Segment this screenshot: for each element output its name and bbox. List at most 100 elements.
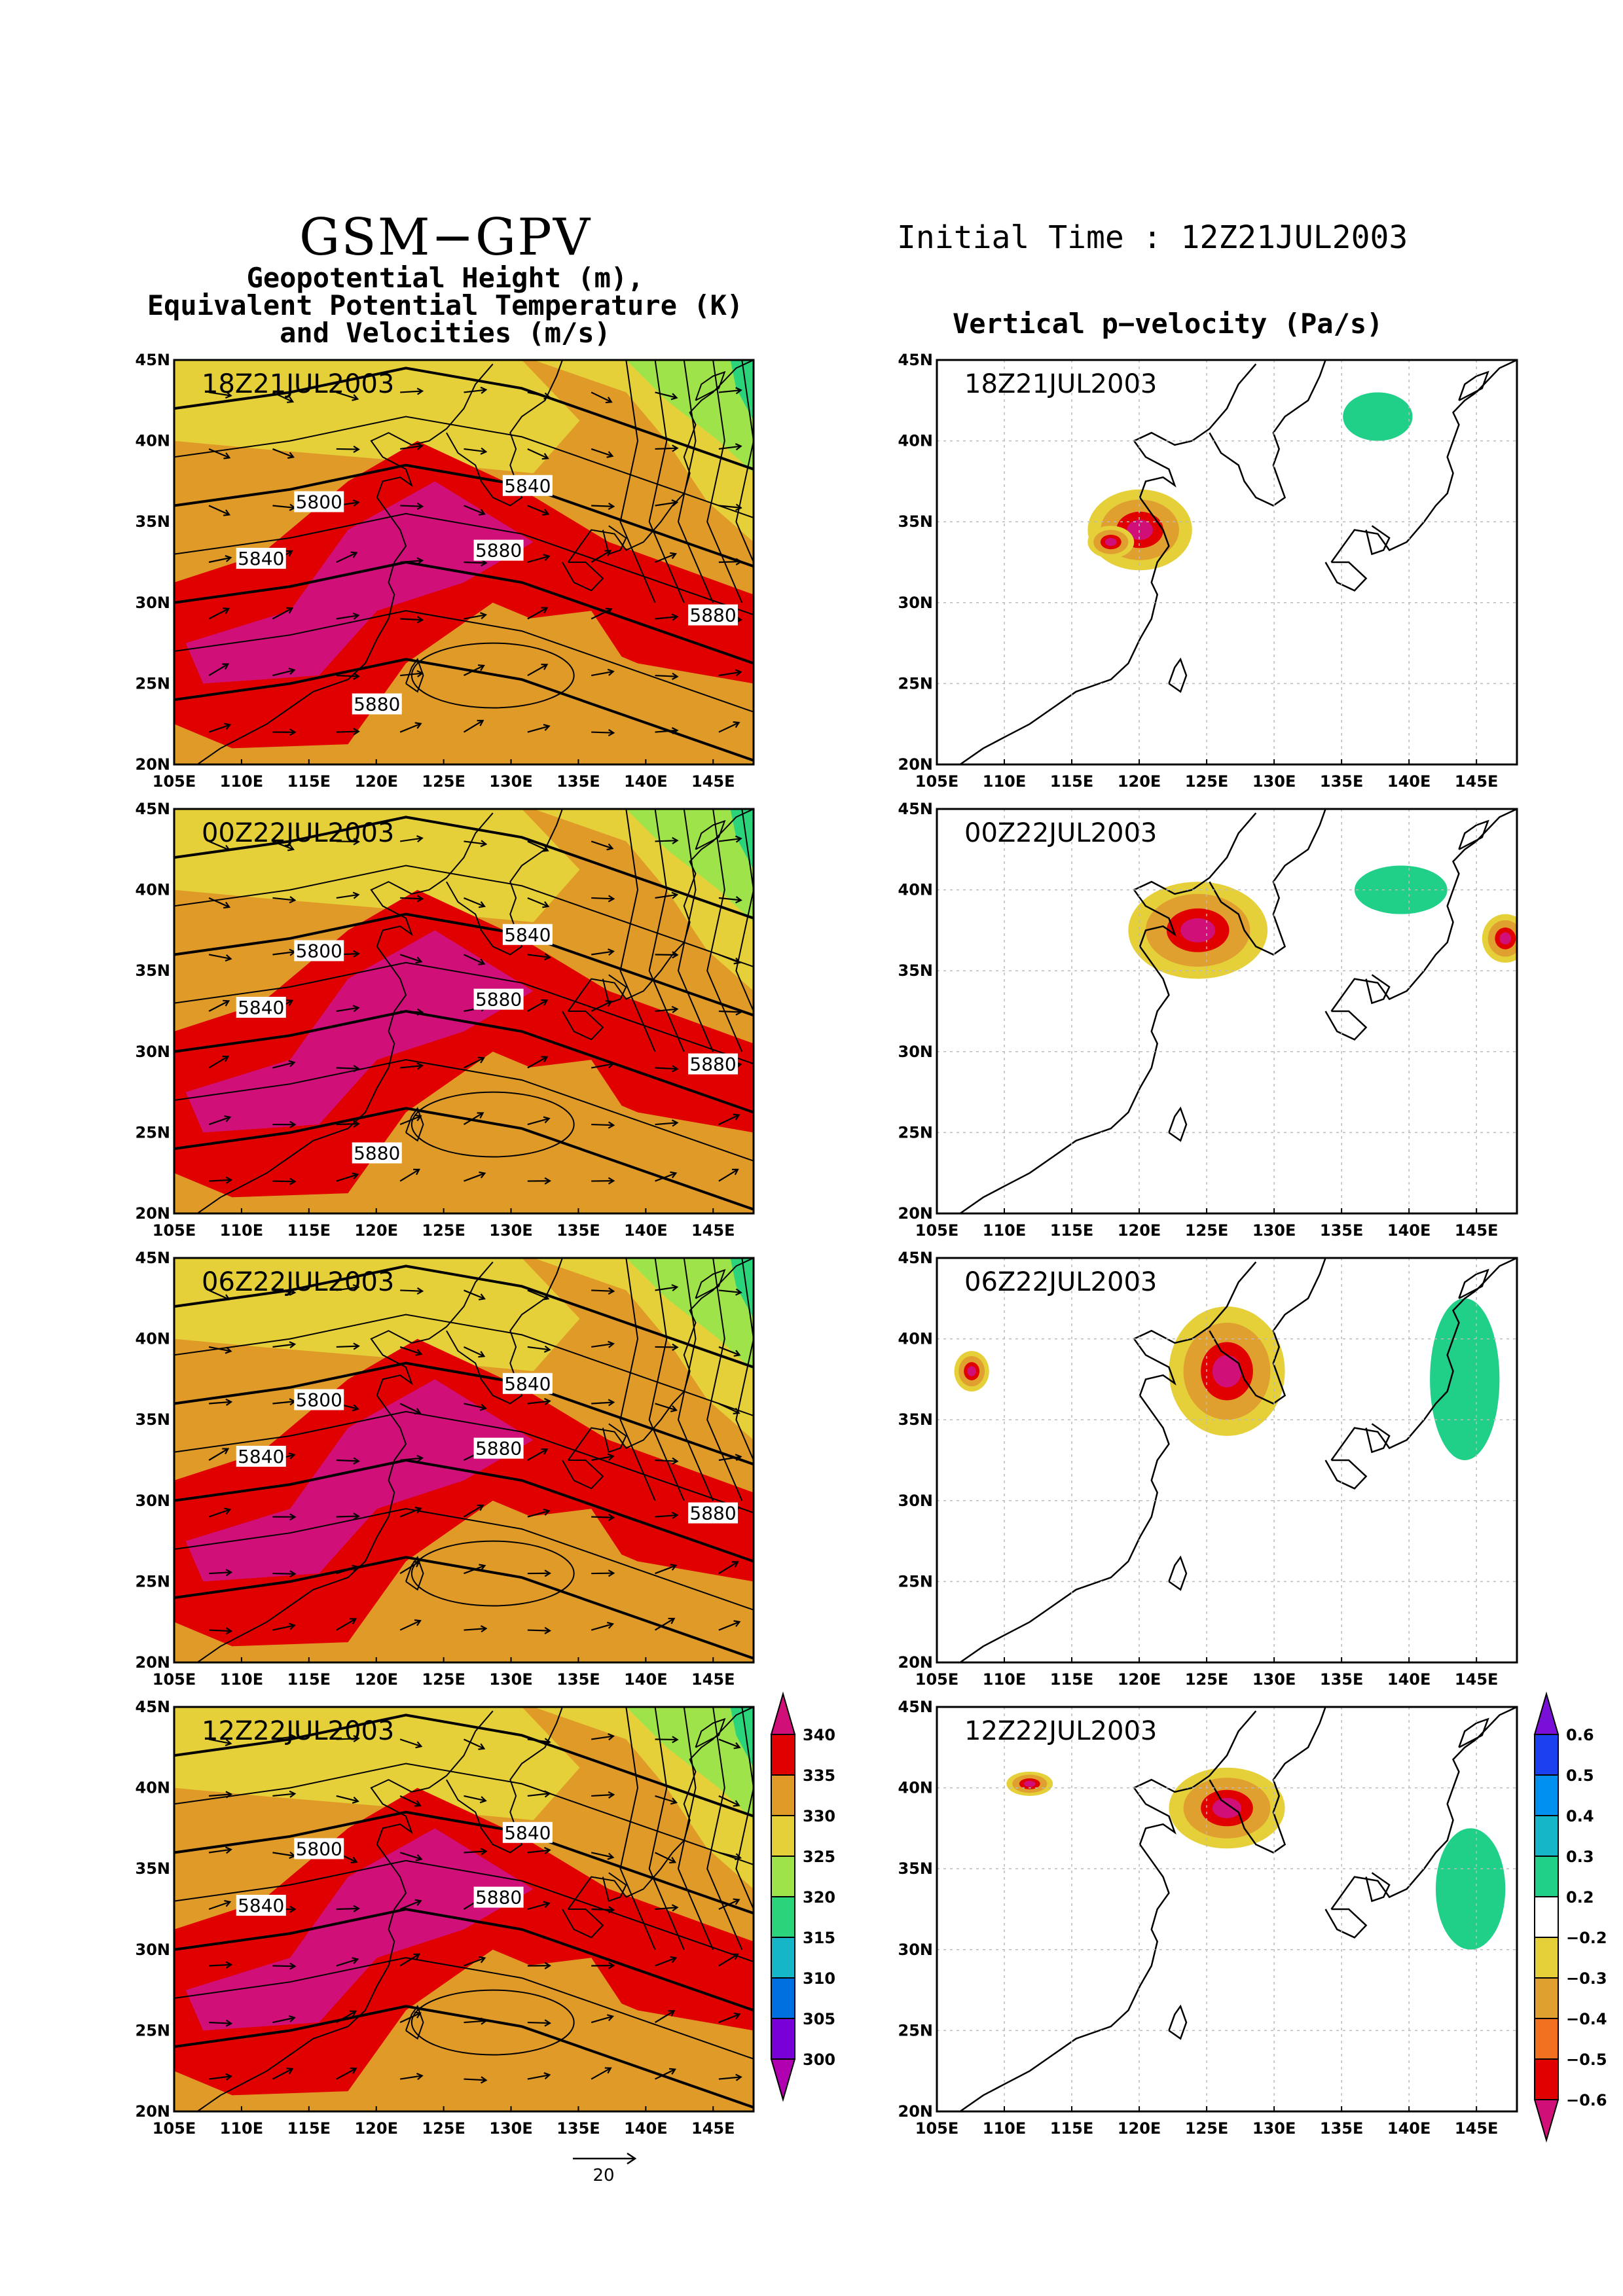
svg-text:5880: 5880	[689, 1503, 736, 1524]
wind-arrow	[527, 1346, 550, 1351]
wind-arrow	[463, 1504, 484, 1518]
wind-arrow	[209, 1179, 232, 1182]
wind-arrow	[655, 1008, 678, 1013]
wind-arrowhead	[223, 844, 231, 852]
coastline	[602, 1423, 627, 1453]
wind-arrow	[399, 1168, 420, 1182]
lon-tick-label: 125E	[422, 1221, 465, 1240]
colorbar-label: −0.5	[1566, 2051, 1607, 2069]
wind-arrow	[464, 1346, 484, 1357]
lat-tick-label: 25N	[898, 1572, 933, 1590]
colorbar-label: −0.4	[1566, 2010, 1607, 2028]
lon-tick-label: 140E	[1387, 772, 1431, 791]
wind-arrow	[272, 505, 295, 509]
coastline	[1324, 1908, 1368, 1939]
wind-arrowhead	[671, 1511, 679, 1519]
coastline	[695, 1717, 726, 1748]
wind-arrow	[591, 1908, 614, 1911]
lat-tick-label: 40N	[898, 1779, 933, 1797]
lat-tick-label: 30N	[898, 1492, 933, 1510]
wind-arrow	[336, 1286, 359, 1291]
wind-arrowhead	[543, 1345, 551, 1353]
wind-arrow	[208, 1901, 230, 1910]
coastline	[567, 809, 754, 1012]
wind-arrow	[464, 840, 486, 845]
wind-arrow	[591, 1342, 614, 1348]
lat-tick-label: 25N	[136, 674, 170, 692]
plot-background	[937, 1707, 1517, 2111]
lat-tick-label: 45N	[898, 351, 933, 369]
wind-arrowhead	[225, 954, 232, 962]
wind-arrowhead	[416, 1454, 424, 1462]
wind-arrow	[400, 560, 423, 564]
coastline	[1365, 1423, 1391, 1454]
wind-arrowhead	[480, 447, 488, 455]
coastline	[695, 819, 726, 850]
lat-tick-label: 35N	[136, 1859, 170, 1878]
wind-arrowhead	[480, 2017, 488, 2025]
wind-arrow	[464, 1403, 486, 1409]
wind-arrowhead	[605, 397, 613, 404]
wind-arrowhead	[416, 835, 424, 843]
wind-arrow	[527, 1510, 549, 1518]
lon-tick-label: 125E	[1185, 1221, 1229, 1240]
wind-arrow	[655, 1738, 678, 1741]
wind-arrowhead	[414, 1114, 422, 1122]
height-contour	[174, 1458, 754, 1563]
height-label: 5880	[688, 1502, 739, 1524]
coastline	[562, 1909, 604, 1939]
wind-arrowhead	[414, 1408, 422, 1415]
wind-arrow	[336, 2068, 357, 2080]
wind-arrowhead	[413, 1168, 420, 1175]
lat-tick-label: 25N	[898, 674, 933, 692]
wind-arrowhead	[607, 1061, 615, 1069]
wind-arrowhead	[544, 2019, 551, 2027]
lat-tick-label: 30N	[898, 1941, 933, 1959]
vector-scale-label: 20	[593, 2166, 614, 2185]
wind-arrowhead	[478, 509, 486, 516]
wind-arrow	[272, 1180, 295, 1183]
wind-arrow	[655, 1852, 676, 1863]
coastline	[695, 1268, 726, 1299]
lat-tick-label: 35N	[898, 961, 933, 980]
wind-arrowhead	[608, 1733, 615, 1741]
colorbar-segment	[1534, 1977, 1559, 2019]
wind-arrowhead	[222, 1448, 230, 1455]
wind-arrow	[718, 1456, 741, 1462]
height-label: 5880	[352, 693, 402, 715]
height-contour	[174, 2005, 754, 2109]
wind-arrow	[527, 2074, 550, 2080]
lon-tick-label: 125E	[1185, 1670, 1229, 1689]
wind-arrowhead	[541, 453, 549, 460]
wind-arrowhead	[480, 612, 488, 620]
wind-arrowhead	[479, 1956, 486, 1964]
wind-arrowhead	[477, 1056, 485, 1064]
lat-tick-label: 20N	[898, 1653, 933, 1672]
svg-text:5840: 5840	[238, 548, 284, 569]
lat-tick-label: 20N	[136, 2102, 170, 2121]
wind-arrow	[208, 954, 231, 960]
height-contour	[174, 816, 754, 920]
colorbar-cap	[770, 1691, 796, 1735]
panel-frame	[936, 808, 1518, 1215]
magenta-region	[185, 481, 534, 684]
coastline	[562, 562, 604, 592]
wind-arrowhead	[543, 1116, 551, 1124]
wind-arrow	[655, 501, 678, 507]
wind-arrowhead	[352, 499, 360, 507]
wind-arrowhead	[607, 668, 615, 676]
lon-tick-label: 145E	[1455, 1670, 1499, 1689]
coastline	[1458, 370, 1489, 401]
wind-arrowhead	[222, 663, 230, 670]
wind-vectors	[208, 386, 743, 737]
colorbar-segment	[771, 1937, 795, 1979]
height-contour	[174, 560, 754, 665]
wind-arrowhead	[352, 1172, 359, 1179]
wind-arrowhead	[541, 664, 549, 670]
lon-tick-label: 135E	[1320, 1670, 1364, 1689]
coastline	[567, 360, 754, 563]
lat-tick-label: 40N	[136, 432, 170, 450]
green-region	[626, 360, 754, 473]
lon-tick-label: 145E	[691, 2119, 735, 2138]
height-contour	[735, 1258, 754, 1462]
